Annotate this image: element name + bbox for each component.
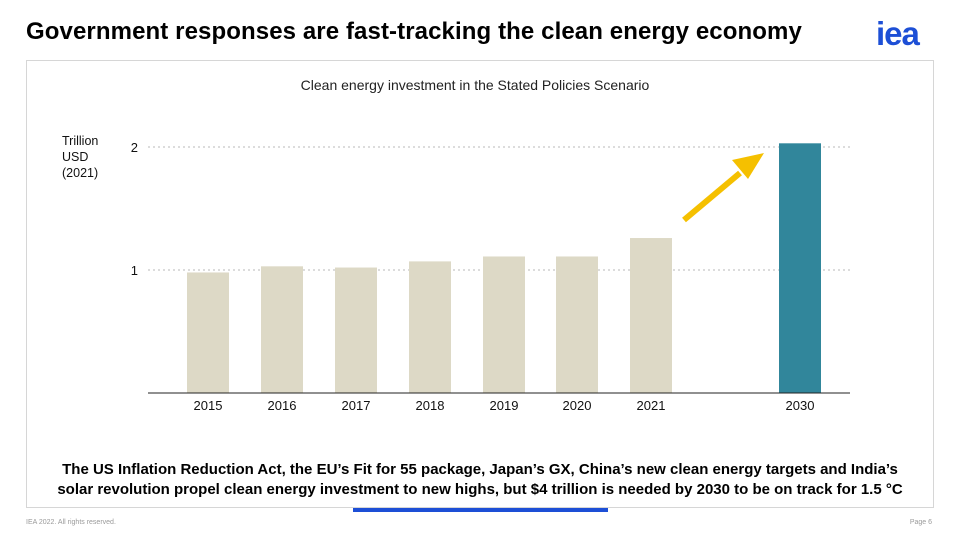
page-number: Page 6 [909, 519, 932, 526]
x-tick-label: 2017 [342, 398, 371, 413]
x-tick-label: 2015 [194, 398, 223, 413]
bar-2030 [779, 143, 821, 393]
x-tick-label: 2018 [416, 398, 445, 413]
y-unit-line-3: (2021) [62, 166, 99, 180]
bar-2016 [261, 266, 303, 393]
bars [187, 143, 821, 393]
caption: The US Inflation Reduction Act, the EU’s… [20, 460, 940, 500]
slide-title: Government responses are fast-tracking t… [26, 18, 802, 45]
x-tick-label: 2021 [637, 398, 666, 413]
chart-title: Clean energy investment in the Stated Po… [300, 77, 650, 93]
accent-bar [353, 508, 608, 512]
copyright-text: IEA 2022. All rights reserved. [26, 519, 116, 526]
caption-line-2: solar revolution propel clean energy inv… [57, 481, 903, 498]
bar-2019 [483, 256, 525, 393]
bar-2015 [187, 272, 229, 393]
bar-2021 [630, 238, 672, 393]
bar-2018 [409, 261, 451, 393]
iea-logo-text: iea [876, 18, 921, 50]
x-tick-label: 2020 [563, 398, 592, 413]
x-tick-label: 2019 [490, 398, 519, 413]
y-tick-label: 2 [131, 140, 138, 155]
iea-logo: iea [876, 18, 922, 50]
growth-arrow [682, 153, 764, 223]
y-tick-label: 1 [131, 263, 138, 278]
growth-arrow-shaft [682, 170, 742, 223]
y-axis-unit-label: Trillion USD (2021) [62, 133, 98, 181]
caption-line-1: The US Inflation Reduction Act, the EU’s… [62, 461, 898, 478]
bar-2017 [335, 267, 377, 393]
y-unit-line-1: Trillion [62, 134, 99, 148]
chart-panel [26, 60, 934, 508]
tick-labels: 1 2 2015 2016 2017 2018 2019 2020 2021 2030 [131, 140, 815, 413]
growth-arrow-head [732, 153, 764, 179]
y-unit-line-2: USD [62, 150, 89, 164]
x-tick-label: 2016 [268, 398, 297, 413]
bar-2020 [556, 256, 598, 393]
x-tick-label: 2030 [786, 398, 815, 413]
